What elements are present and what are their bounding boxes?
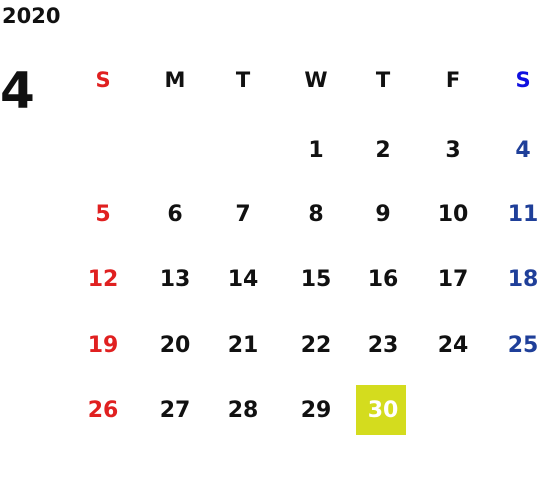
day: 7: [235, 202, 250, 227]
day: 30: [368, 398, 399, 423]
day: 22: [301, 333, 332, 358]
weekday-label: M: [165, 68, 186, 92]
day: 3: [445, 138, 460, 163]
day: 24: [438, 333, 469, 358]
day: 18: [508, 267, 539, 292]
day: 4: [515, 138, 530, 163]
day: 28: [228, 398, 259, 423]
day: 8: [308, 202, 323, 227]
weekday-label: S: [95, 68, 110, 92]
weekday-label: F: [446, 68, 460, 92]
day: 15: [301, 267, 332, 292]
day: 25: [508, 333, 539, 358]
day: 9: [375, 202, 390, 227]
day: 1: [308, 138, 323, 163]
day: 23: [368, 333, 399, 358]
weekday-label: T: [236, 68, 251, 92]
day: 12: [88, 267, 119, 292]
weekday-label: S: [515, 68, 530, 92]
day: 14: [228, 267, 259, 292]
day: 10: [438, 202, 469, 227]
month: 4: [0, 62, 35, 120]
day: 17: [438, 267, 469, 292]
day: 19: [88, 333, 119, 358]
day: 16: [368, 267, 399, 292]
day: 5: [95, 202, 110, 227]
weekday-label: T: [376, 68, 391, 92]
weekday-label: W: [304, 68, 327, 92]
year: 2020: [2, 4, 60, 28]
day: 29: [301, 398, 332, 423]
day: 20: [160, 333, 191, 358]
day: 21: [228, 333, 259, 358]
selected-day-bg: [356, 385, 406, 435]
day: 26: [88, 398, 119, 423]
day: 6: [167, 202, 182, 227]
day: 11: [508, 202, 539, 227]
day: 13: [160, 267, 191, 292]
day: 2: [375, 138, 390, 163]
day: 27: [160, 398, 191, 423]
